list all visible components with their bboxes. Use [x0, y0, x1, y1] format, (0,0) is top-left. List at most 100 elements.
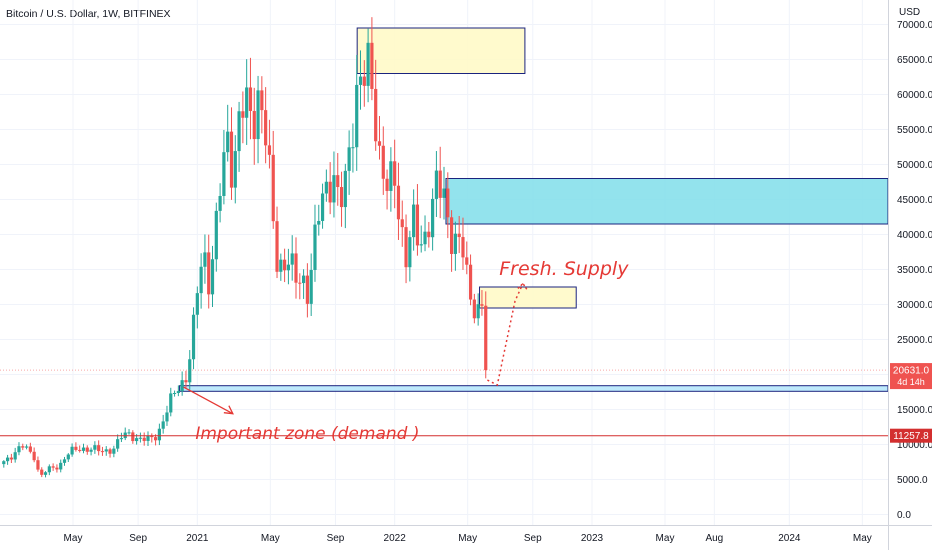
candle-body [260, 90, 264, 111]
candle-body [226, 131, 230, 153]
y-tick-label: 40000.0 [897, 230, 932, 241]
candle-body [17, 446, 21, 453]
candle-body [13, 452, 17, 460]
candle-body [70, 446, 74, 455]
candles [2, 17, 488, 478]
candle-body [172, 392, 177, 394]
projection-path [487, 283, 524, 387]
candle-body [116, 439, 120, 449]
candle-body [100, 451, 105, 453]
candle-body [449, 217, 454, 254]
x-tick-label: May [656, 533, 675, 544]
y-tick-label: 65000.0 [897, 55, 932, 66]
important-zone-label: Important zone (demand ) [195, 424, 419, 444]
candle-body [51, 466, 55, 468]
candle-body [294, 253, 298, 283]
candle-body [305, 275, 309, 304]
demand-zone [179, 385, 889, 392]
fresh-supply-zone [479, 286, 577, 309]
candle-body [214, 210, 218, 260]
candle-body [393, 161, 397, 186]
y-tick-label: 70000.0 [897, 20, 932, 31]
candle-body [85, 447, 89, 452]
candle-body [207, 252, 211, 295]
candle-body [347, 147, 351, 171]
x-tick-label: 2023 [581, 533, 604, 544]
candle-body [434, 170, 439, 199]
candle-body [104, 449, 108, 452]
y-tick-label: 25000.0 [897, 335, 932, 346]
y-tick-label: 30000.0 [897, 300, 932, 311]
candle-body [81, 447, 86, 451]
candle-body [43, 472, 48, 475]
annotations: Fresh. Supply Important zone (demand ) [183, 258, 629, 444]
candle-body [2, 461, 6, 465]
candle-body [453, 233, 457, 254]
candle-body [40, 469, 44, 475]
candle-body [203, 252, 207, 267]
candle-body [446, 188, 450, 218]
x-tick-label: Sep [524, 533, 542, 544]
candle-body [9, 457, 13, 460]
candle-body [184, 380, 188, 383]
candle-body [78, 449, 82, 451]
candle-body [404, 227, 408, 268]
candle-body [47, 466, 51, 473]
candle-body [267, 145, 272, 155]
candle-body [339, 187, 344, 208]
candle-body [309, 269, 313, 304]
candle-body [264, 110, 268, 146]
demand-arrow-line [183, 386, 234, 415]
candle-body [366, 42, 370, 86]
supply-zone-top [356, 27, 526, 74]
candle-body [237, 111, 241, 152]
candle-body [150, 435, 154, 438]
candle-body [362, 76, 366, 86]
candle-body [176, 391, 180, 393]
candle-body [301, 275, 306, 284]
candle-body [396, 185, 401, 220]
candle-body [210, 259, 215, 295]
fresh-supply-label: Fresh. Supply [499, 258, 629, 280]
candle-body [93, 445, 97, 450]
candle-body [195, 293, 199, 315]
candle-body [55, 467, 59, 470]
candle-body [374, 88, 378, 142]
x-tick-label: May [261, 533, 280, 544]
candle-body [112, 448, 116, 454]
y-tick-label: 10000.0 [897, 440, 932, 451]
candle-body [320, 193, 325, 221]
x-tick-label: 2021 [186, 533, 209, 544]
x-tick-label: May [64, 533, 83, 544]
candle-body [465, 257, 469, 265]
candle-body [142, 437, 146, 441]
candle-body [480, 304, 484, 306]
candle-body [161, 421, 165, 429]
candle-body [21, 446, 25, 448]
candle-body [233, 151, 237, 188]
y-tick-label: 0.0 [897, 510, 911, 521]
demand-arrow-head [223, 405, 234, 415]
last-price-label: 20631.0 [893, 366, 930, 377]
candle-body [119, 438, 124, 440]
candle-body [108, 449, 112, 454]
supply-zone-right [445, 178, 889, 225]
candle-body [5, 457, 10, 462]
x-tick-label: May [853, 533, 872, 544]
candle-body [355, 84, 359, 148]
candle-body [400, 219, 404, 228]
candle-body [313, 224, 317, 270]
candle-body [169, 393, 173, 413]
candle-body [427, 231, 431, 238]
candle-body [59, 462, 63, 470]
candle-body [472, 299, 476, 319]
candle-body [283, 259, 287, 271]
countdown-label: 4d 14h [897, 377, 925, 387]
lines [0, 369, 888, 437]
candle-body [415, 204, 420, 246]
candle-body [381, 145, 385, 179]
candle-body [351, 147, 355, 149]
x-tick-label: 2024 [778, 533, 801, 544]
candle-body [298, 282, 302, 284]
